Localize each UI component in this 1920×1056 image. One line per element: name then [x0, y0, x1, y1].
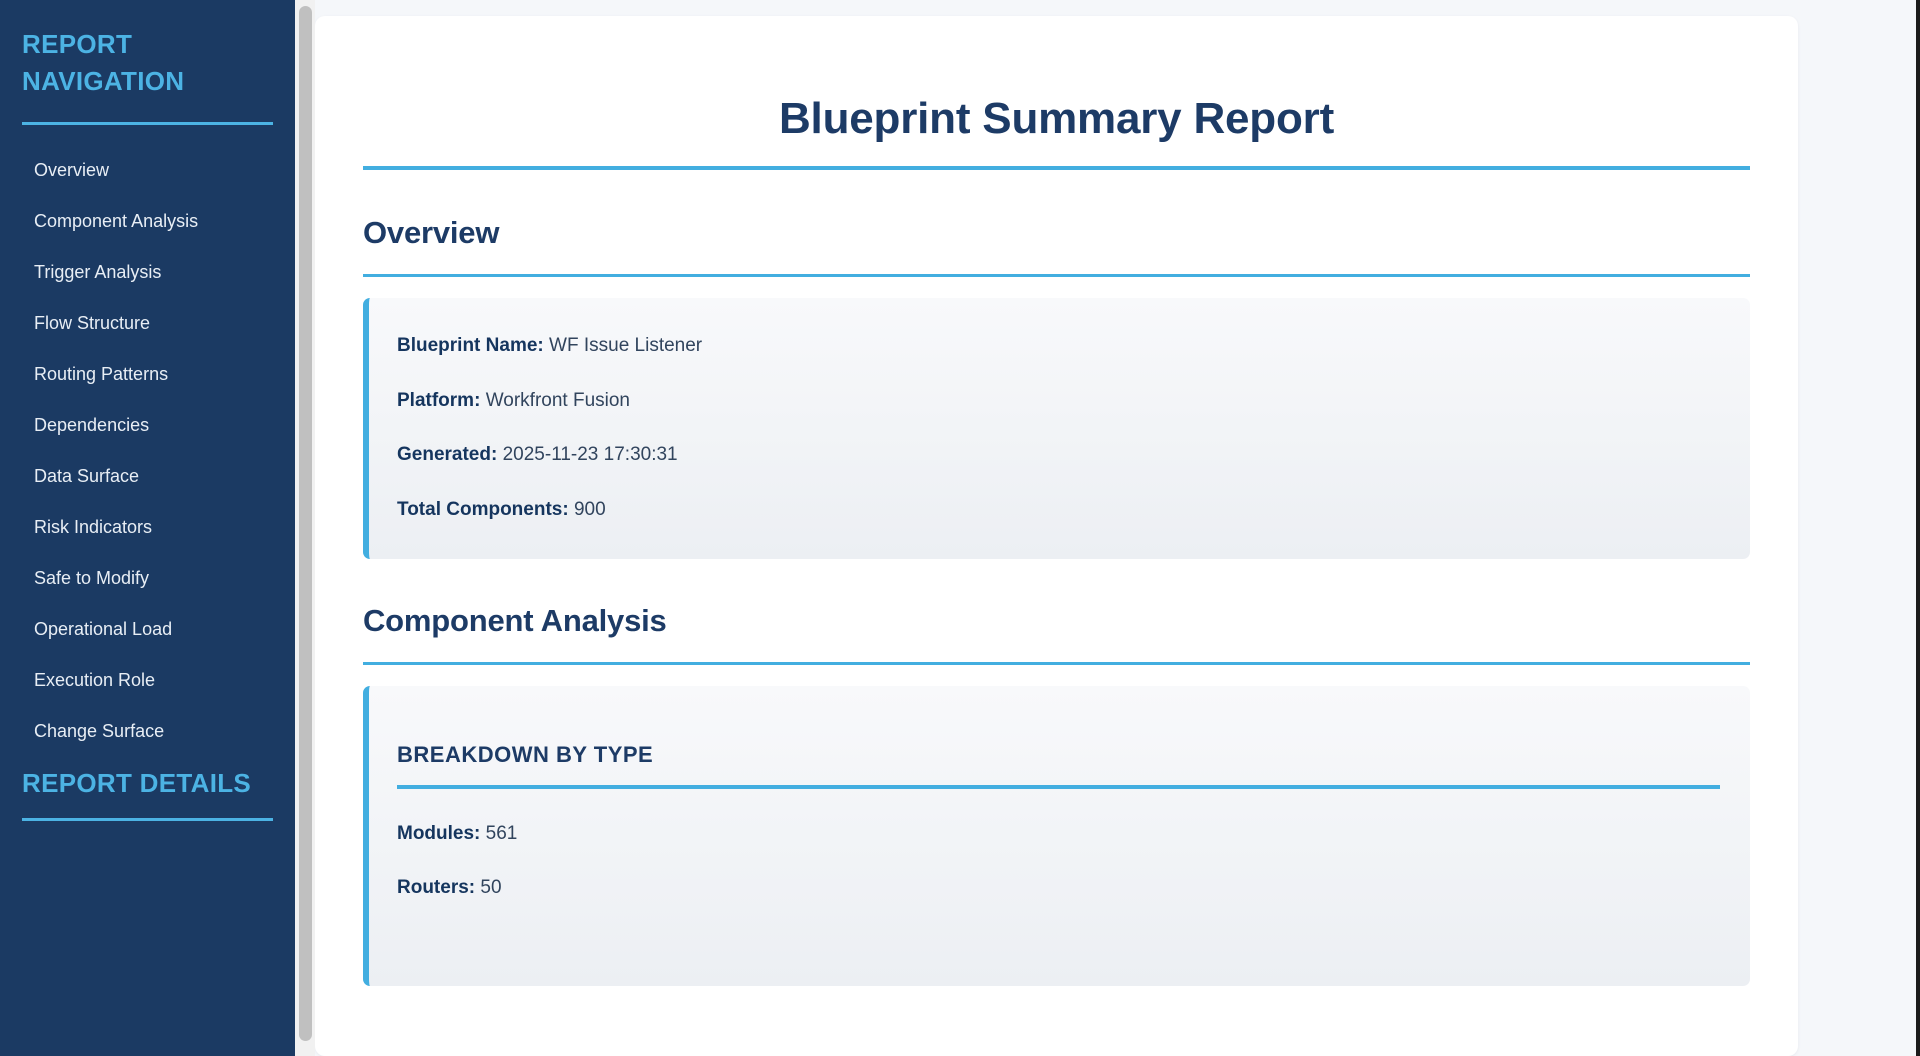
sidebar-item-data-surface[interactable]: Data Surface — [34, 465, 140, 486]
overview-info-card: Blueprint Name: WF Issue Listener Platfo… — [363, 298, 1750, 559]
field-total-components: Total Components: 900 — [397, 498, 1720, 523]
sidebar-item-component-analysis[interactable]: Component Analysis — [34, 210, 199, 231]
section-heading-overview: Overview — [363, 215, 500, 250]
field-label: Blueprint Name: — [397, 335, 544, 356]
field-value: 50 — [480, 877, 502, 899]
sidebar-nav-title: REPORT NAVIGATION — [22, 29, 185, 96]
sidebar-item-operational-load[interactable]: Operational Load — [34, 618, 173, 639]
field-label: Total Components: — [397, 499, 569, 521]
report-page-area: Blueprint Summary Report Overview Bluepr… — [315, 0, 1916, 1056]
field-value: Workfront Fusion — [485, 389, 630, 411]
sidebar-nav-list: Overview Component Analysis Trigger Anal… — [22, 153, 273, 748]
field-label: Generated: — [397, 444, 498, 466]
sidebar-details-divider — [22, 817, 273, 821]
page-title: Blueprint Summary Report — [778, 94, 1335, 143]
sidebar-details-title: REPORT DETAILS — [22, 767, 252, 798]
sidebar-item-execution-role[interactable]: Execution Role — [34, 669, 156, 690]
field-value: 2025-11-23 17:30:31 — [502, 444, 678, 466]
sidebar-item-trigger-analysis[interactable]: Trigger Analysis — [34, 261, 162, 282]
section-component-analysis: Component Analysis BREAKDOWN BY TYPE Mod… — [363, 603, 1750, 986]
component-breakdown-card: BREAKDOWN BY TYPE Modules: 561 Routers: … — [363, 685, 1750, 986]
section-heading-component-analysis: Component Analysis — [363, 602, 667, 638]
field-value: 561 — [485, 822, 518, 844]
field-value: 900 — [573, 499, 606, 521]
sidebar-item-overview[interactable]: Overview — [34, 159, 110, 180]
section-divider-overview — [363, 274, 1750, 277]
report-navigation-sidebar: REPORT NAVIGATION Overview Component Ana… — [0, 0, 295, 1056]
field-label: Modules: — [397, 822, 481, 844]
section-divider-component-analysis — [363, 661, 1750, 665]
field-blueprint-name: Blueprint Name: WF Issue Listener — [397, 334, 1720, 359]
vertical-scrollbar-track[interactable] — [295, 0, 315, 1056]
section-overview: Overview Blueprint Name: WF Issue Listen… — [363, 215, 1750, 559]
sidebar-item-routing-patterns[interactable]: Routing Patterns — [34, 363, 169, 384]
vertical-scrollbar-thumb[interactable] — [298, 6, 312, 1041]
sidebar-nav-divider — [22, 121, 273, 125]
field-routers: Routers: 50 — [397, 876, 1720, 901]
sidebar-item-dependencies[interactable]: Dependencies — [34, 414, 150, 435]
field-label: Routers: — [397, 877, 476, 899]
report-card: Blueprint Summary Report Overview Bluepr… — [315, 16, 1798, 1056]
sidebar-item-change-surface[interactable]: Change Surface — [34, 720, 165, 741]
title-divider — [363, 166, 1750, 170]
field-label: Platform: — [397, 389, 481, 411]
subheading-divider — [397, 784, 1720, 789]
sidebar-item-flow-structure[interactable]: Flow Structure — [34, 312, 151, 333]
field-platform: Platform: Workfront Fusion — [397, 389, 1720, 414]
sidebar-item-risk-indicators[interactable]: Risk Indicators — [34, 516, 153, 537]
field-value: WF Issue Listener — [549, 335, 703, 356]
sidebar-item-safe-to-modify[interactable]: Safe to Modify — [34, 567, 150, 588]
field-modules: Modules: 561 — [397, 822, 1720, 847]
field-generated: Generated: 2025-11-23 17:30:31 — [397, 443, 1720, 468]
subheading-breakdown-by-type: BREAKDOWN BY TYPE — [397, 741, 654, 767]
